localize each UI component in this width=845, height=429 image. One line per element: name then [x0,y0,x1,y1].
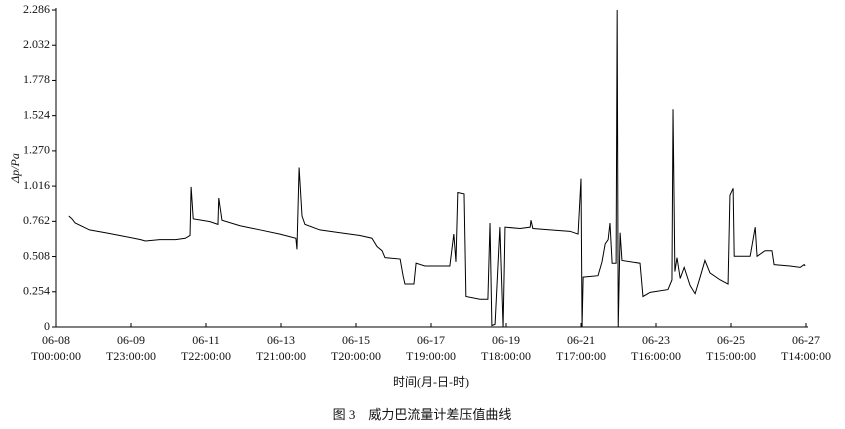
x-tick-label: 06-25 [717,333,745,347]
x-tick-label: 06-13 [267,333,295,347]
x-tick-label: 06-17 [417,333,445,347]
x-tick-label: T00:00:00 [31,349,81,363]
y-tick-label: 1.016 [23,178,50,192]
x-tick-label: 06-21 [567,333,595,347]
caption: 图 3 威力巴流量计差压值曲线 [333,407,512,422]
x-tick-label: T15:00:00 [706,349,756,363]
x-tick-label: T17:00:00 [556,349,606,363]
x-tick-label: T19:00:00 [406,349,456,363]
x-tick-label: T23:00:00 [106,349,156,363]
x-tick-label: 06-27 [792,333,820,347]
y-tick-label: 0.762 [23,213,50,227]
y-tick-label: 1.270 [23,143,50,157]
y-tick-label: 2.032 [23,37,50,51]
x-tick-label: 06-09 [117,333,145,347]
x-tick-label: T22:00:00 [181,349,231,363]
x-axis-label: 时间(月-日-时) [393,375,469,389]
data-line [68,9,806,328]
x-tick-label: T16:00:00 [631,349,681,363]
y-tick-label: 0.254 [23,284,50,298]
y-tick-label: 1.524 [23,107,50,121]
y-tick-label: 1.778 [23,72,50,86]
y-tick-label: 0 [44,319,50,333]
x-tick-label: T18:00:00 [481,349,531,363]
y-tick-label: 0.508 [23,248,50,262]
x-tick-label: T21:00:00 [256,349,306,363]
x-tick-label: T14:00:00 [781,349,831,363]
x-tick-label: 06-08 [42,333,70,347]
x-tick-label: 06-19 [492,333,520,347]
y-axis-label: Δp/Pa [8,153,22,184]
y-tick-label: 2.286 [23,2,50,16]
x-tick-label: T20:00:00 [331,349,381,363]
x-tick-label: 06-23 [642,333,670,347]
x-tick-label: 06-15 [342,333,370,347]
x-tick-label: 06-11 [192,333,220,347]
